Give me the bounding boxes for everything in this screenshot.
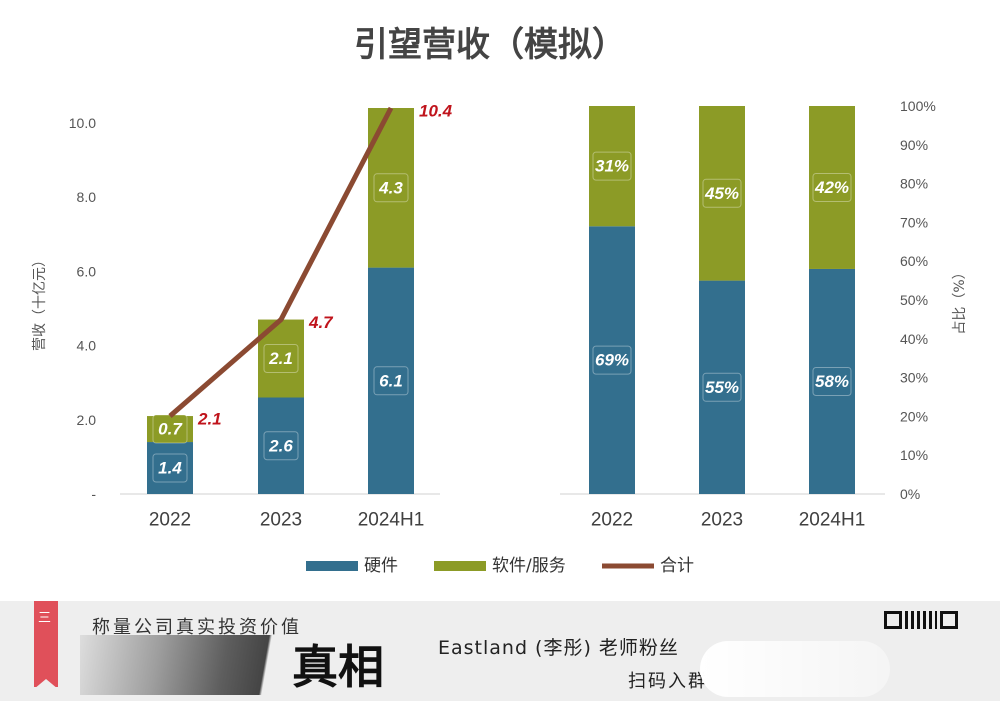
y-tick-left: 2.0 [77,412,97,428]
chart-title: 引望营收（模拟） [354,25,626,65]
bar-value-label: 0.7 [158,420,183,439]
legend-label: 合计 [660,556,694,576]
y-tick-right: 60% [900,253,928,269]
bar-label-box [373,366,409,396]
promo-banner: 三 称量公司真实投资价值 真相 Eastland (李彤) 老师粉丝 扫码入群 [0,601,1000,701]
legend-item: 硬件 [306,556,398,576]
ribbon-bookmark [34,601,58,687]
y-tick-right: 90% [900,137,928,153]
x-tick-left: 2024H1 [358,510,425,531]
banner-author-text: Eastland (李彤) 老师粉丝 [438,637,679,659]
share-value-label: 58% [815,372,849,391]
bar-label-box [263,344,299,374]
bar-value-label: 4.3 [378,178,403,197]
bar-value-label: 2.6 [268,436,293,455]
total-line [168,106,394,418]
share-value-label: 42% [814,178,849,197]
y-axis-label-left: 营收（十亿元） [32,253,48,351]
legend-item: 软件/服务 [434,556,566,576]
ribbon-notch [34,679,58,689]
legend-label: 软件/服务 [492,556,566,576]
x-tick-right: 2024H1 [799,510,866,531]
x-tick-right: 2023 [701,510,743,531]
y-tick-right: 100% [900,98,936,114]
share-value-label: 69% [595,351,629,370]
y-tick-right: 20% [900,408,928,424]
share-value-label: 45% [704,184,739,203]
qr-code-icon[interactable] [884,611,958,629]
y-tick-right: 10% [900,447,928,463]
y-tick-right: 80% [900,176,928,192]
share-label-box [812,172,852,202]
y-tick-left: - [91,486,96,502]
x-tick-right: 2022 [591,510,633,531]
share-label-box [592,345,632,375]
legend-item: 合计 [602,556,694,576]
y-tick-left: 8.0 [77,189,97,205]
bar-label-box [152,453,188,483]
share-label-box [812,366,852,396]
x-tick-left: 2023 [260,510,302,531]
share-value-label: 55% [705,378,739,397]
total-value-label: 10.4 [419,102,453,121]
bar-value-label: 6.1 [379,371,403,390]
y-tick-right: 0% [900,486,920,502]
y-tick-left: 4.0 [77,338,97,354]
share-label-box [702,178,742,208]
ribbon-text: 三 [38,611,52,626]
y-tick-right: 40% [900,331,928,347]
x-tick-left: 2022 [149,510,191,531]
banner-scan-text: 扫码入群 [628,671,708,692]
legend: 硬件 软件/服务 合计 [306,556,694,576]
share-label-box [702,372,742,402]
y-tick-left: 10.0 [69,115,96,131]
total-value-label: 4.7 [308,313,334,332]
bar-label-box [263,431,299,461]
legend-swatch [306,561,358,571]
share-label-box [592,151,632,181]
right-panel-percent-share: 0% 10% 20% 30% 40% 50% 60% 70% 80% 90% 100% 2022 202… [560,98,968,531]
share-value-label: 31% [595,157,629,176]
y-tick-right: 70% [900,214,928,230]
total-value-label: 2.1 [197,410,222,429]
banner-big-text: 真相 [292,640,384,694]
banner-tagline: 称量公司真实投资价值 [92,617,302,638]
brush-stroke-decoration [80,635,340,695]
bar-value-label: 1.4 [158,459,182,478]
y-tick-right: 50% [900,292,928,308]
bar-label-box [373,173,409,203]
bar-value-label: 2.1 [268,349,293,368]
y-tick-left: 6.0 [77,263,97,279]
left-panel-stacked-values: - 2.0 4.0 6.0 8.0 10.0 2022 2023 2024H1 营收（十亿元） 1.… [32,102,453,531]
legend-label: 硬件 [364,556,398,576]
banner-haze-decoration [700,641,890,697]
legend-swatch [434,561,486,571]
revenue-chart: 引望营收（模拟） - 2.0 4.0 6.0 8.0 10.0 2022 2023 2024H1… [32,25,968,576]
y-axis-label-right: 占比（%） [952,265,968,334]
y-tick-right: 30% [900,370,928,386]
